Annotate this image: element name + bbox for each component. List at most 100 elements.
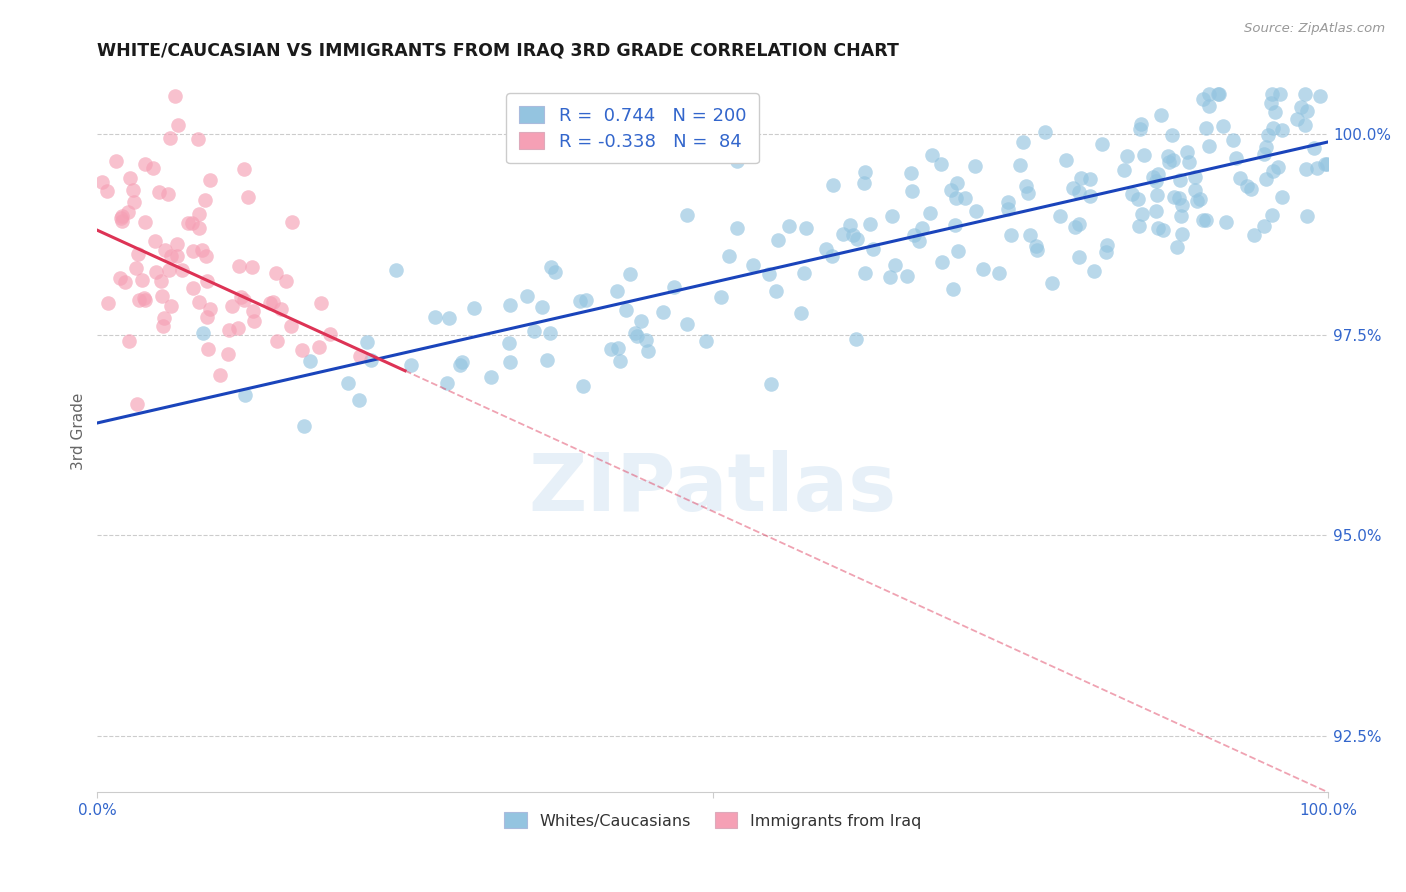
Point	[1064, 219, 1087, 234]
Point	[606, 284, 628, 298]
Point	[516, 289, 538, 303]
Point	[166, 249, 188, 263]
Point	[634, 333, 657, 347]
Point	[543, 265, 565, 279]
Point	[1129, 122, 1152, 136]
Point	[110, 270, 132, 285]
Point	[1185, 194, 1208, 208]
Point	[1033, 125, 1056, 139]
Point	[143, 234, 166, 248]
Point	[191, 326, 214, 340]
Point	[896, 269, 918, 284]
Point	[1062, 181, 1084, 195]
Point	[939, 183, 962, 197]
Point	[111, 209, 134, 223]
Point	[945, 191, 967, 205]
Point	[988, 266, 1011, 280]
Point	[1215, 215, 1237, 229]
Point	[243, 314, 266, 328]
Point	[814, 242, 837, 256]
Point	[879, 269, 901, 284]
Point	[841, 227, 863, 242]
Point	[1010, 158, 1032, 172]
Y-axis label: 3rd Grade: 3rd Grade	[72, 392, 86, 470]
Point	[1225, 151, 1247, 165]
Point	[194, 194, 217, 208]
Point	[616, 303, 638, 318]
Point	[1295, 104, 1317, 119]
Point	[880, 209, 903, 223]
Point	[1146, 188, 1168, 202]
Point	[449, 358, 471, 372]
Point	[1254, 171, 1277, 186]
Point	[531, 300, 554, 314]
Point	[963, 159, 986, 173]
Point	[1049, 210, 1071, 224]
Point	[274, 274, 297, 288]
Point	[793, 266, 815, 280]
Legend: Whites/Caucasians, Immigrants from Iraq: Whites/Caucasians, Immigrants from Iraq	[498, 806, 928, 835]
Point	[931, 255, 953, 269]
Point	[1054, 153, 1077, 167]
Point	[695, 334, 717, 349]
Point	[195, 310, 218, 325]
Point	[356, 335, 378, 350]
Point	[1152, 223, 1174, 237]
Point	[217, 347, 239, 361]
Point	[91, 175, 114, 189]
Point	[226, 320, 249, 334]
Point	[624, 326, 647, 341]
Point	[1254, 140, 1277, 154]
Point	[1121, 187, 1143, 202]
Point	[194, 249, 217, 263]
Point	[1315, 157, 1337, 171]
Point	[347, 393, 370, 408]
Point	[676, 208, 699, 222]
Point	[1166, 240, 1188, 254]
Point	[1316, 157, 1339, 171]
Point	[1289, 99, 1312, 113]
Point	[127, 247, 149, 261]
Point	[218, 323, 240, 337]
Point	[1309, 88, 1331, 103]
Point	[125, 397, 148, 411]
Point	[965, 204, 987, 219]
Point	[946, 244, 969, 258]
Point	[1294, 87, 1316, 101]
Point	[311, 295, 333, 310]
Point	[831, 227, 853, 241]
Point	[1206, 87, 1229, 101]
Point	[607, 341, 630, 355]
Point	[997, 194, 1019, 209]
Point	[1294, 118, 1316, 132]
Point	[499, 355, 522, 369]
Point	[134, 293, 156, 307]
Point	[523, 325, 546, 339]
Point	[1149, 108, 1171, 122]
Point	[1000, 227, 1022, 242]
Point	[1147, 220, 1170, 235]
Point	[280, 319, 302, 334]
Point	[479, 369, 502, 384]
Point	[759, 376, 782, 391]
Point	[1271, 123, 1294, 137]
Point	[153, 243, 176, 257]
Point	[1286, 112, 1309, 126]
Point	[1168, 173, 1191, 187]
Point	[183, 244, 205, 259]
Point	[423, 310, 446, 325]
Point	[97, 295, 120, 310]
Point	[1260, 95, 1282, 110]
Point	[1253, 219, 1275, 233]
Point	[105, 154, 128, 169]
Point	[1253, 147, 1275, 161]
Point	[236, 190, 259, 204]
Point	[1018, 228, 1040, 243]
Point	[1128, 219, 1150, 234]
Point	[823, 178, 845, 192]
Point	[117, 205, 139, 219]
Point	[946, 176, 969, 190]
Point	[231, 290, 253, 304]
Point	[1264, 104, 1286, 119]
Point	[997, 202, 1019, 216]
